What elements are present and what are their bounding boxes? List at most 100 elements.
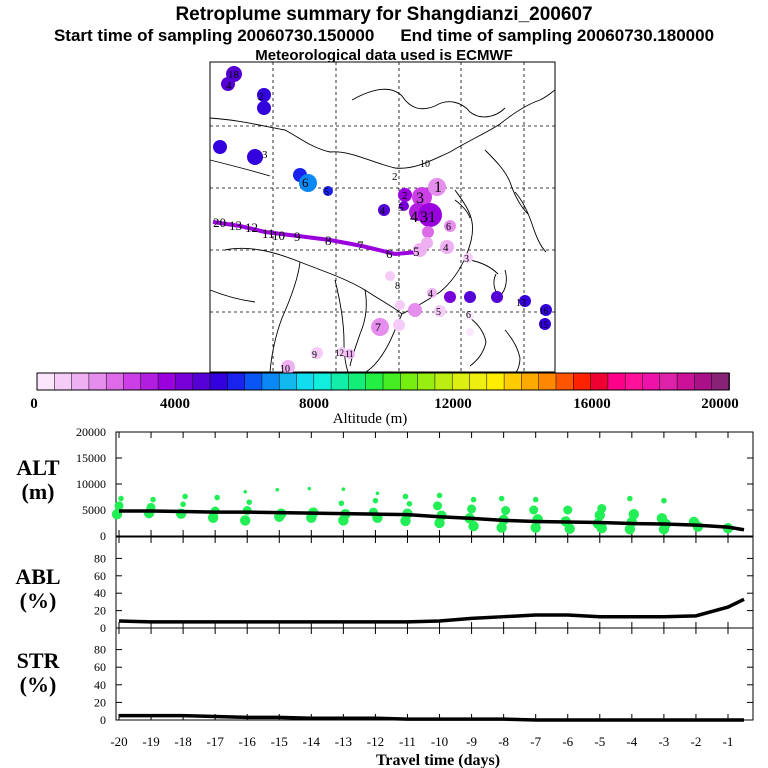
cluster-circle xyxy=(422,226,434,238)
colorbar-label: Altitude (m) xyxy=(333,411,408,427)
x-tick-label: -7 xyxy=(530,734,541,749)
colorbar-frame xyxy=(36,372,730,391)
colorbar-cell xyxy=(382,372,402,391)
map-panel: 20 13 12 11 10 9 8 7 6 5 18 4 2 3 6 5 4 … xyxy=(209,61,556,375)
cluster-circle xyxy=(434,305,446,317)
colorbar-cell xyxy=(590,372,609,391)
y-tick-label: 20 xyxy=(94,695,106,709)
cluster-circle xyxy=(257,101,271,115)
cluster-label: 8 xyxy=(395,281,400,292)
x-tick-label: -17 xyxy=(206,734,224,749)
sampling-time-line: Start time of sampling 20060730.150000 En… xyxy=(0,26,768,46)
cluster-circle xyxy=(299,174,317,192)
colorbar-cell xyxy=(538,372,557,391)
y-tick-label: 15000 xyxy=(76,451,106,465)
cluster-circle xyxy=(221,77,235,91)
colorbar-cell xyxy=(71,372,90,391)
y-tick-label: 80 xyxy=(94,551,106,565)
altitude-colorbar: 0 4000 8000 12000 16000 20000 Altitude (… xyxy=(30,372,739,427)
cluster-label: 13 xyxy=(516,298,526,309)
colorbar-cell xyxy=(434,372,454,391)
alt-scatter-point xyxy=(628,508,640,520)
y-tick-label: 80 xyxy=(94,643,106,657)
colorbar-tick: 20000 xyxy=(701,396,739,412)
alt-scatter-point xyxy=(656,513,668,524)
path-label: 20 xyxy=(213,215,226,230)
abl-panel-frame xyxy=(115,536,754,629)
start-time-label: Start time of sampling 20060730.150000 xyxy=(53,26,375,45)
cluster-label: 2 xyxy=(392,171,398,183)
cluster-circle xyxy=(418,203,442,227)
x-tick-label: -20 xyxy=(110,734,127,749)
colorbar-cell xyxy=(105,372,125,391)
cluster-label: 4 xyxy=(380,206,385,217)
x-tick-label: -18 xyxy=(174,734,191,749)
alt-scatter-point xyxy=(470,496,477,503)
y-tick-label: 60 xyxy=(94,660,106,674)
x-tick-label: -19 xyxy=(142,734,159,749)
cluster-circle xyxy=(395,300,405,310)
alt-scatter-point xyxy=(597,503,607,513)
cluster-label: 10 xyxy=(420,159,430,170)
cluster-label: 7 xyxy=(375,320,381,334)
str-series-line xyxy=(119,713,745,722)
colorbar-cell xyxy=(54,372,73,391)
colorbar-cell xyxy=(227,372,246,391)
cluster-circle xyxy=(345,349,355,359)
path-label: 8 xyxy=(325,233,332,248)
panel-labels: ALT (m) ABL (%) STR (%) xyxy=(15,455,60,697)
cluster-label: 2 xyxy=(402,190,408,202)
colorbar-cell xyxy=(261,372,281,391)
cluster-circle xyxy=(464,291,476,303)
alt-series-line xyxy=(119,509,745,532)
colorbar-tick: 4000 xyxy=(160,396,190,412)
colorbar-cell xyxy=(140,372,159,391)
alt-scatter-point xyxy=(243,490,248,494)
x-tick-label: -6 xyxy=(562,734,573,749)
map-labels: 20 13 12 11 10 9 8 7 6 5 18 4 2 3 6 5 4 … xyxy=(213,69,549,375)
colorbar-cell xyxy=(400,372,419,391)
cluster-label: 6 xyxy=(466,310,471,321)
colorbar-cell xyxy=(659,372,678,391)
alt-scatter-point xyxy=(402,493,409,500)
alt-scatter-point xyxy=(496,522,507,533)
alt-scatter-point xyxy=(563,505,573,515)
cluster-circle xyxy=(519,295,531,307)
cluster-label: 18 xyxy=(228,69,240,81)
x-tick-label: -11 xyxy=(399,734,416,749)
map-boundaries xyxy=(209,88,556,373)
plume-centroid-path xyxy=(212,220,419,257)
colorbar-cell xyxy=(88,372,108,391)
colorbar-tick: 0 xyxy=(30,396,38,412)
colorbar-cell xyxy=(417,372,436,391)
alt-scatter-point xyxy=(501,506,511,516)
colorbar-cell xyxy=(209,372,229,391)
alt-unit: (m) xyxy=(22,479,55,504)
met-data-label: Meteorological data used is ECMWF xyxy=(255,47,513,64)
y-tick-label: 10000 xyxy=(76,477,106,491)
map-clusters xyxy=(213,66,552,374)
cluster-circle xyxy=(444,220,456,232)
cluster-circle xyxy=(371,318,389,336)
x-tick-label: -9 xyxy=(466,734,477,749)
alt-scatter-point xyxy=(275,487,280,492)
abl-series-line xyxy=(118,597,745,624)
path-label: 13 xyxy=(229,218,242,233)
alt-scatter-point xyxy=(338,500,345,507)
timeseries-panels: ALT (m) ABL (%) STR (%) 0 5000 10000 15000 2… xyxy=(15,425,754,768)
cluster-circle xyxy=(213,140,227,154)
alt-scatter-point xyxy=(436,492,443,499)
colorbar-cell xyxy=(711,372,730,391)
cluster-label: 4 xyxy=(410,209,418,226)
alt-scatter-point xyxy=(182,493,188,500)
alt-scatter-point xyxy=(240,515,251,526)
colorbar-cell xyxy=(573,372,592,391)
colorbar-cell xyxy=(244,372,263,391)
cluster-label: 3 xyxy=(416,190,424,207)
x-tick-label: -3 xyxy=(658,734,669,749)
y-tick-label: 60 xyxy=(94,569,106,583)
alt-label: ALT xyxy=(16,455,60,480)
cluster-circle xyxy=(311,347,323,359)
colorbar-cell xyxy=(123,372,142,391)
cluster-circle xyxy=(440,240,454,254)
